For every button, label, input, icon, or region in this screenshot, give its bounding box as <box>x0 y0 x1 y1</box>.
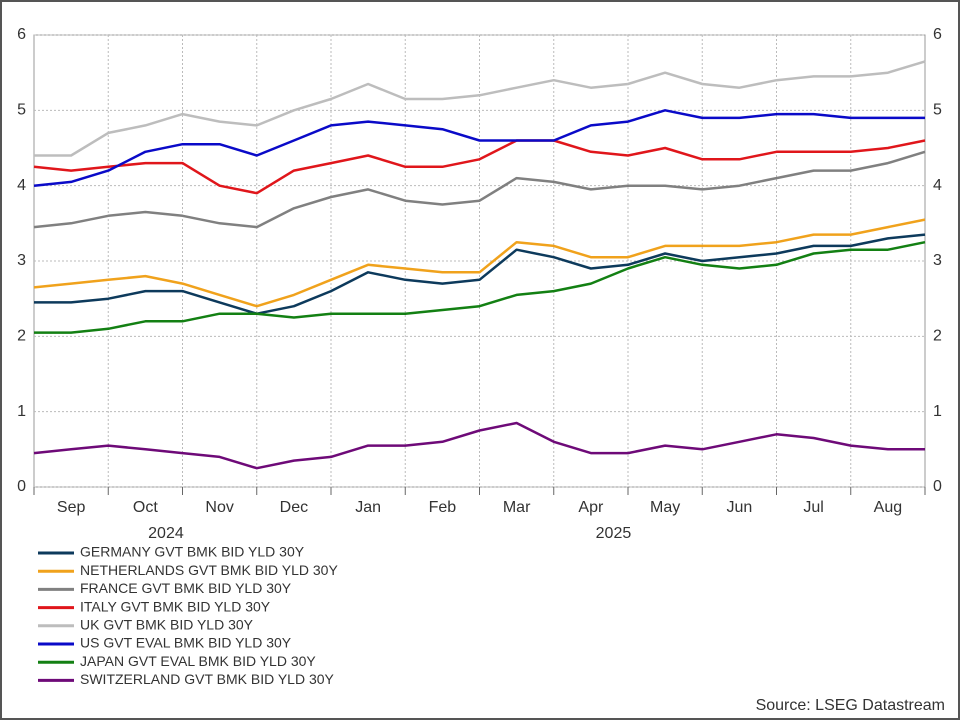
series-line <box>33 218 926 308</box>
series-line <box>33 139 926 195</box>
y-tick-label: 1 <box>17 403 26 420</box>
legend-label: SWITZERLAND GVT BMK BID YLD 30Y <box>80 671 335 687</box>
x-tick-label: Mar <box>503 499 531 516</box>
x-tick-label: Nov <box>205 499 233 516</box>
x-tick-label: Aug <box>874 499 902 516</box>
y-tick-label-right: 4 <box>933 177 942 194</box>
series-line <box>34 233 926 315</box>
x-group-label: 2025 <box>596 525 632 542</box>
source: Source: LSEG Datastream <box>756 697 945 714</box>
legend-label: UK GVT BMK BID YLD 30Y <box>80 617 254 633</box>
y-tick-label: 6 <box>17 26 26 43</box>
x-tick-label: Sep <box>57 499 86 516</box>
x-tick-label: Apr <box>578 499 604 516</box>
legend-label: FRANCE GVT BMK BID YLD 30Y <box>80 580 292 596</box>
x-group-label: 2024 <box>148 525 184 542</box>
y-tick-label-right: 6 <box>933 26 942 43</box>
series-line <box>33 150 926 229</box>
y-tick-label: 3 <box>17 252 26 269</box>
x-tick-label: Jun <box>726 499 752 516</box>
y-tick-label-right: 5 <box>933 102 942 119</box>
x-tick-label: May <box>650 499 680 516</box>
y-tick-label-right: 0 <box>933 478 942 495</box>
series-line <box>33 109 925 187</box>
y-tick-label-right: 1 <box>933 403 942 420</box>
x-tick-label: Dec <box>280 499 308 516</box>
legend-label: GERMANY GVT BMK BID YLD 30Y <box>80 544 305 560</box>
y-tick-label: 4 <box>17 177 26 194</box>
x-tick-label: Oct <box>133 499 158 516</box>
y-tick-label-right: 2 <box>933 328 942 345</box>
legend-label: ITALY GVT BMK BID YLD 30Y <box>80 598 271 614</box>
x-tick-label: Jan <box>355 499 381 516</box>
x-tick-label: Jul <box>803 499 823 516</box>
legend-label: US GVT EVAL BMK BID YLD 30Y <box>80 635 292 651</box>
legend-label: JAPAN GVT EVAL BMK BID YLD 30Y <box>80 653 316 669</box>
series-line <box>34 240 926 334</box>
y-tick-label: 2 <box>17 328 26 345</box>
series-line <box>34 60 926 157</box>
series-line <box>33 421 925 470</box>
y-tick-label: 0 <box>17 478 26 495</box>
y-tick-label: 5 <box>17 102 26 119</box>
x-tick-label: Feb <box>429 499 457 516</box>
y-tick-label-right: 3 <box>933 252 942 269</box>
legend-label: NETHERLANDS GVT BMK BID YLD 30Y <box>80 562 338 578</box>
